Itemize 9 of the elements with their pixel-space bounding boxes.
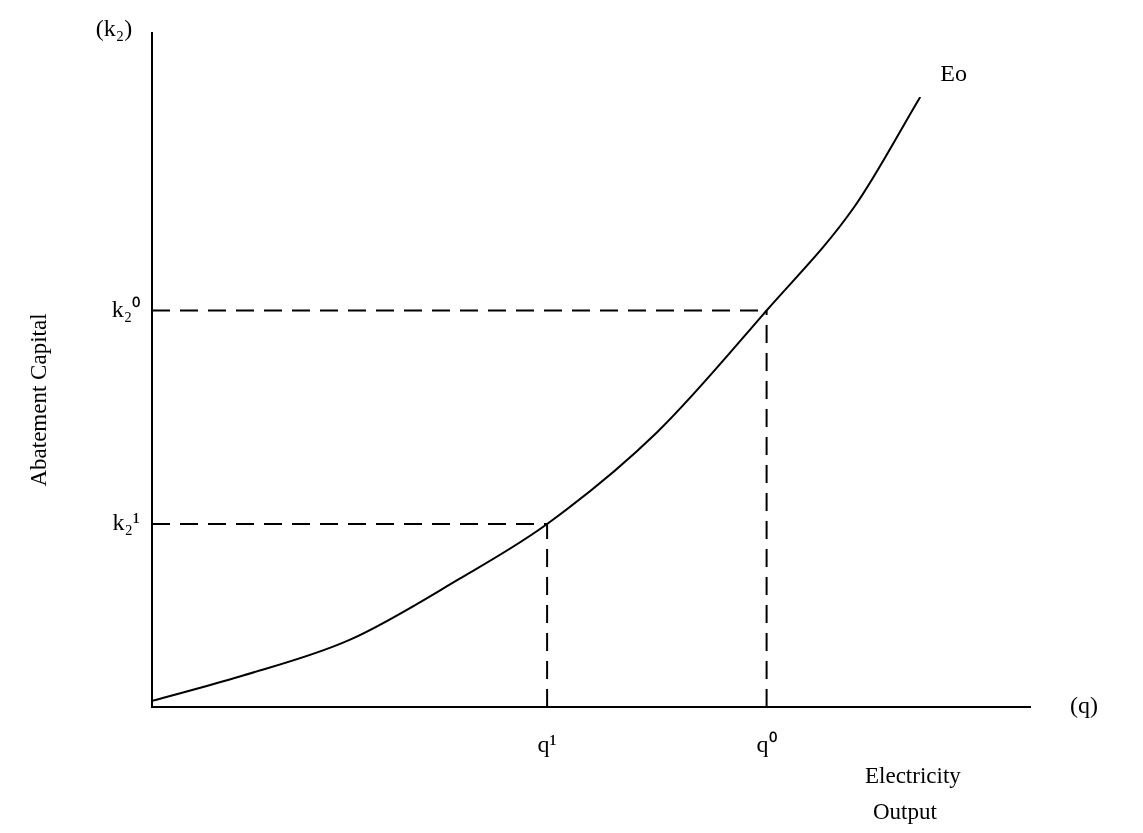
- text: (q): [1070, 692, 1098, 719]
- text: (k₂): [95, 15, 133, 42]
- ref-line-label: k₂¹: [112, 509, 140, 536]
- ref-line-label: k₂⁰: [111, 295, 140, 322]
- y-axis-title: Abatement Capital: [26, 313, 52, 487]
- x-tick-label: q¹: [537, 730, 557, 757]
- x-tick-label: q⁰: [756, 730, 777, 757]
- x-axis-title: Electricity Output: [865, 763, 962, 824]
- series-label: Eo: [940, 60, 967, 87]
